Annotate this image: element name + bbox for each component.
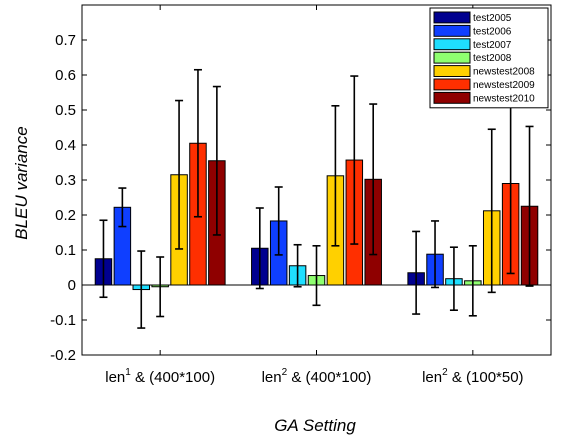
bars-layer <box>94 68 539 329</box>
axes-layer: -0.2 -0.1 0 0.1 0.2 0.3 0.4 0.5 0.6 0.7 len1 & (40… <box>50 4 552 386</box>
y-axis-title: BLEU variance <box>12 126 31 239</box>
x-category-label: len2 & (400*100) <box>262 367 372 386</box>
legend-label-test2005: test2005 <box>473 13 512 24</box>
y-tick-label: 0.1 <box>55 242 76 259</box>
legend-swatch-newstest2009 <box>433 78 471 91</box>
y-tick-label: 0.6 <box>55 67 76 84</box>
legend-swatch-test2008 <box>433 51 471 64</box>
legend-swatch-test2005 <box>433 11 471 24</box>
y-tick-label: 0 <box>68 277 76 294</box>
legend-swatch-test2007 <box>433 38 471 51</box>
y-tick-label: 0.2 <box>55 207 76 224</box>
legend-label-newstest2009: newstest2009 <box>473 80 535 91</box>
x-axis-title: GA Setting <box>274 416 356 435</box>
legend-label-test2007: test2007 <box>473 40 512 51</box>
y-tick-label: 0.4 <box>55 137 76 154</box>
legend-label-newstest2010: newstest2010 <box>473 93 535 104</box>
y-tick-label: 0.7 <box>55 32 76 49</box>
y-tick-label: 0.3 <box>55 172 76 189</box>
legend-label-test2006: test2006 <box>473 26 512 37</box>
x-category-label: len1 & (400*100) <box>105 367 215 386</box>
y-tick-label: 0.5 <box>55 102 76 119</box>
legend-layer: test2005 test2006 test2007 test2008 newstest… <box>429 7 549 109</box>
y-tick-label: -0.2 <box>50 347 76 364</box>
legend-swatch-newstest2010 <box>433 91 471 104</box>
x-category-label: len2 & (100*50) <box>422 367 523 386</box>
legend-label-test2008: test2008 <box>473 53 512 64</box>
legend-swatch-newstest2008 <box>433 65 471 77</box>
y-tick-label: -0.1 <box>50 312 76 329</box>
legend-label-newstest2008: newstest2008 <box>473 67 535 78</box>
legend-swatch-test2006 <box>433 24 471 37</box>
